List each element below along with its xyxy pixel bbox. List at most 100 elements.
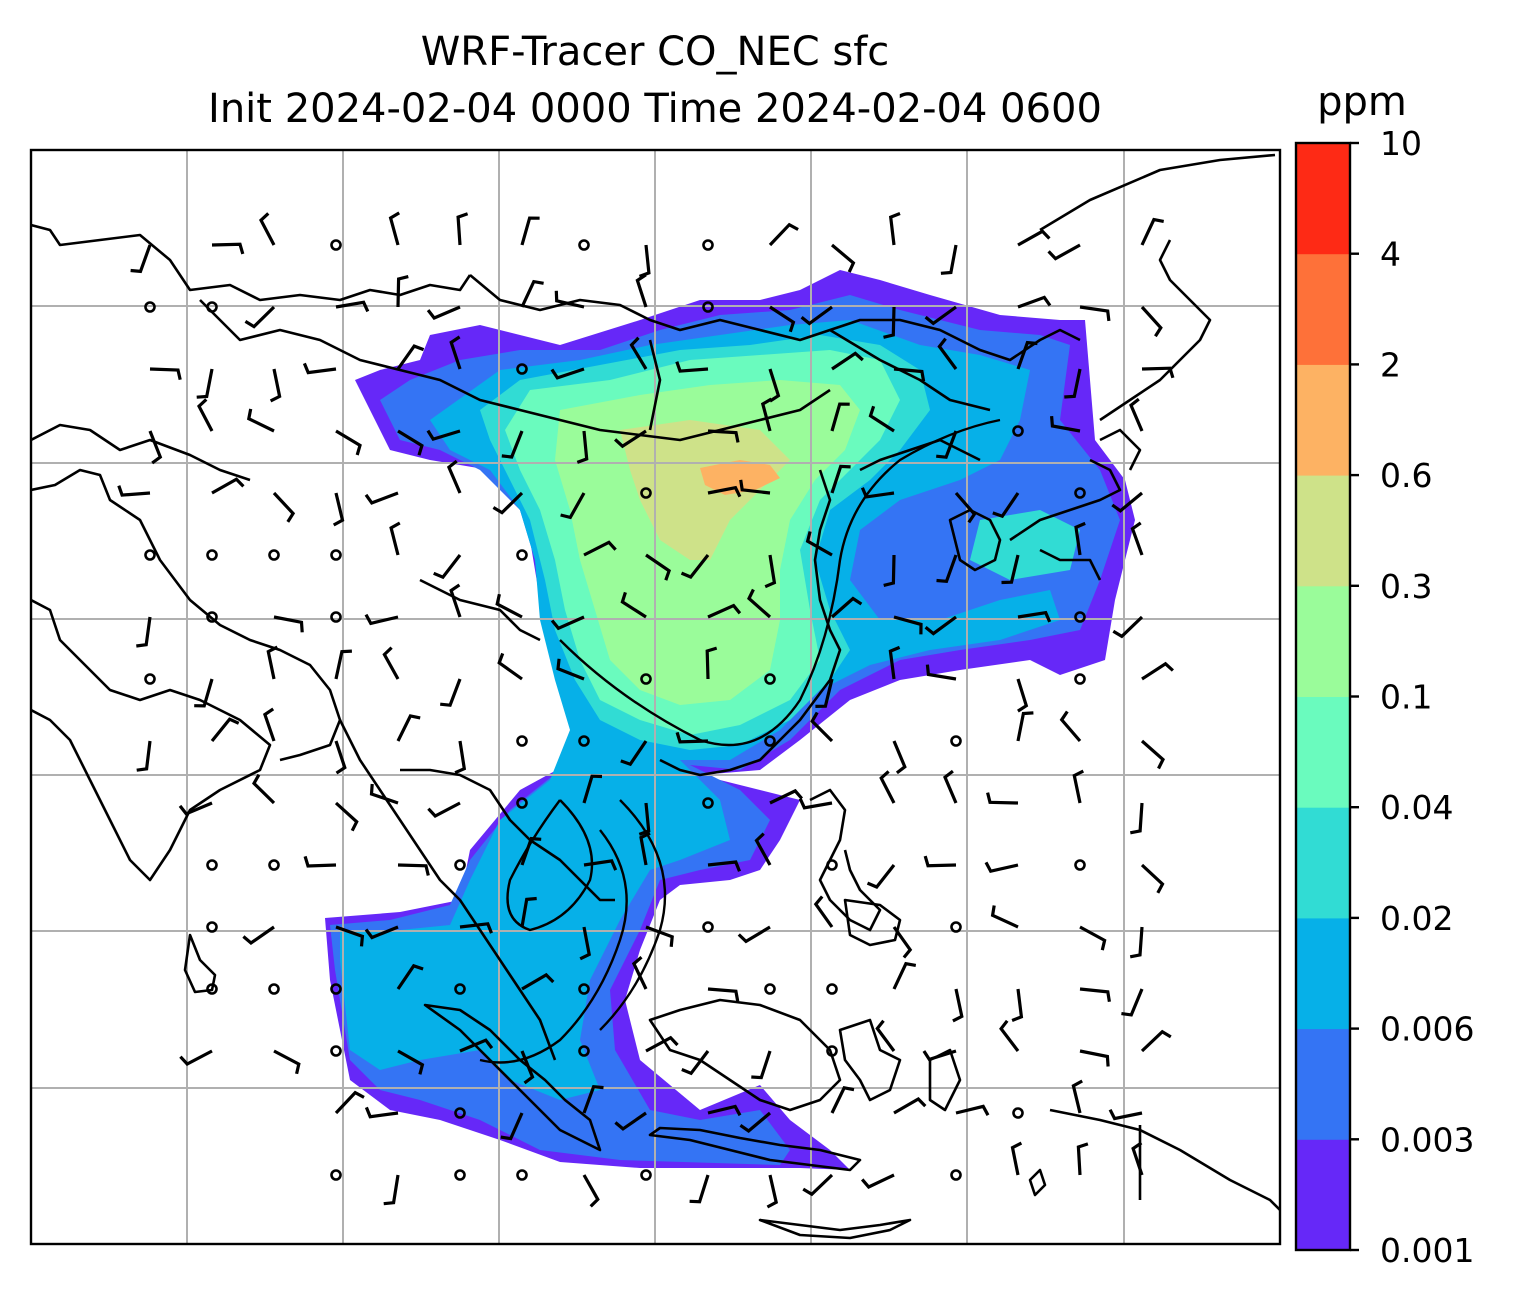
calm-circle xyxy=(454,1169,466,1181)
wind-barb xyxy=(707,987,740,1002)
calm-circle xyxy=(144,301,156,313)
fill-band-002-b xyxy=(970,510,1080,580)
wind-barb xyxy=(1064,368,1082,399)
wind-barb xyxy=(446,459,462,494)
wind-barb xyxy=(579,926,592,961)
wind-barb xyxy=(831,351,864,371)
wind-barb xyxy=(707,485,742,498)
wind-barb xyxy=(707,860,741,872)
wind-barb xyxy=(620,740,648,767)
wind-barb xyxy=(1017,610,1052,623)
wind-barb xyxy=(246,408,275,433)
wind-barb xyxy=(582,1084,604,1114)
wind-barb xyxy=(675,361,709,373)
wind-barb xyxy=(681,1050,710,1076)
colorbar-tick-label: 0.001 xyxy=(1380,1231,1474,1270)
wind-barb xyxy=(1016,340,1038,370)
calm-circle xyxy=(1074,859,1086,871)
wind-barb xyxy=(1059,710,1082,743)
wind-barb xyxy=(521,972,555,991)
colorbar-band xyxy=(1296,253,1350,365)
calm-circle xyxy=(268,983,280,995)
calm-circle xyxy=(330,983,342,995)
wind-barb xyxy=(334,740,347,775)
colorbar-tick-label: 10 xyxy=(1380,124,1422,163)
wind-barb xyxy=(497,652,523,681)
wind-barb xyxy=(259,212,276,246)
calm-circle xyxy=(206,983,218,995)
calm-circle xyxy=(1012,425,1024,437)
wind-barb xyxy=(1130,521,1144,556)
wind-barb xyxy=(364,925,399,940)
wind-barb xyxy=(194,678,214,708)
wind-barb xyxy=(1140,863,1165,894)
wind-barb xyxy=(197,398,214,432)
wind-barb xyxy=(689,1174,710,1204)
wind-barb xyxy=(954,491,977,524)
wind-barb xyxy=(1001,554,1020,585)
wind-barb xyxy=(388,211,401,246)
wind-barb xyxy=(1079,1049,1110,1067)
calm-circle xyxy=(764,673,776,685)
wind-barb xyxy=(252,773,276,805)
wind-barb xyxy=(383,1174,400,1206)
colorbar-band xyxy=(1296,1028,1350,1140)
wind-barb xyxy=(449,335,462,370)
calm-circle xyxy=(764,735,776,747)
wind-barb xyxy=(449,583,462,618)
wind-barb xyxy=(737,925,771,944)
wind-barb xyxy=(266,645,279,680)
wind-barb xyxy=(364,1106,399,1119)
wind-barb xyxy=(768,222,799,247)
wind-barb xyxy=(1076,1142,1089,1176)
map-title-line1: WRF-Tracer CO_NEC sfc xyxy=(420,29,890,75)
calm-circle xyxy=(454,1107,466,1119)
wind-barb xyxy=(925,664,957,681)
wind-barb xyxy=(272,491,296,523)
wind-barb xyxy=(456,212,469,246)
wind-barb xyxy=(178,801,213,816)
wind-barb xyxy=(645,553,672,581)
wind-barb xyxy=(583,859,618,871)
wind-barb xyxy=(335,429,362,456)
calm-circle xyxy=(206,611,218,623)
calm-circle xyxy=(1074,611,1086,623)
wind-barb xyxy=(1141,661,1174,681)
wind-barb xyxy=(888,212,901,246)
wind-barb xyxy=(815,678,834,708)
wind-barb xyxy=(1140,305,1163,338)
wind-barb xyxy=(262,707,276,742)
wind-barb xyxy=(560,492,586,520)
calm-circle xyxy=(950,735,962,747)
fill-band-06 xyxy=(700,460,780,495)
wind-barb xyxy=(638,802,651,836)
wind-barb xyxy=(1141,366,1175,379)
calm-circle xyxy=(578,239,590,251)
calm-circle xyxy=(516,797,528,809)
wind-barb xyxy=(747,588,772,619)
calm-circle xyxy=(144,549,156,561)
colorbar-tick-label: 0.3 xyxy=(1380,567,1432,606)
calm-circle xyxy=(1074,487,1086,499)
wind-barb xyxy=(800,305,833,326)
wind-barb xyxy=(1111,491,1144,513)
wind-barb xyxy=(830,596,863,619)
wind-barb xyxy=(631,955,648,990)
wind-barb xyxy=(707,429,740,443)
calm-circle xyxy=(640,673,652,685)
calm-circle xyxy=(702,301,714,313)
wind-barb xyxy=(244,305,276,329)
wind-barb xyxy=(1010,1141,1023,1176)
calm-circle xyxy=(950,921,962,933)
wind-barb xyxy=(426,305,461,320)
calm-circle xyxy=(826,859,838,871)
wind-barb xyxy=(556,658,585,681)
wind-barb xyxy=(893,1096,927,1115)
wind-barb xyxy=(635,273,648,308)
wind-barb xyxy=(629,336,648,370)
wind-barb xyxy=(149,367,182,381)
wind-barb xyxy=(802,1173,834,1197)
wind-barb xyxy=(426,429,461,441)
wind-barb xyxy=(582,774,603,804)
wind-barb xyxy=(1071,1079,1083,1114)
